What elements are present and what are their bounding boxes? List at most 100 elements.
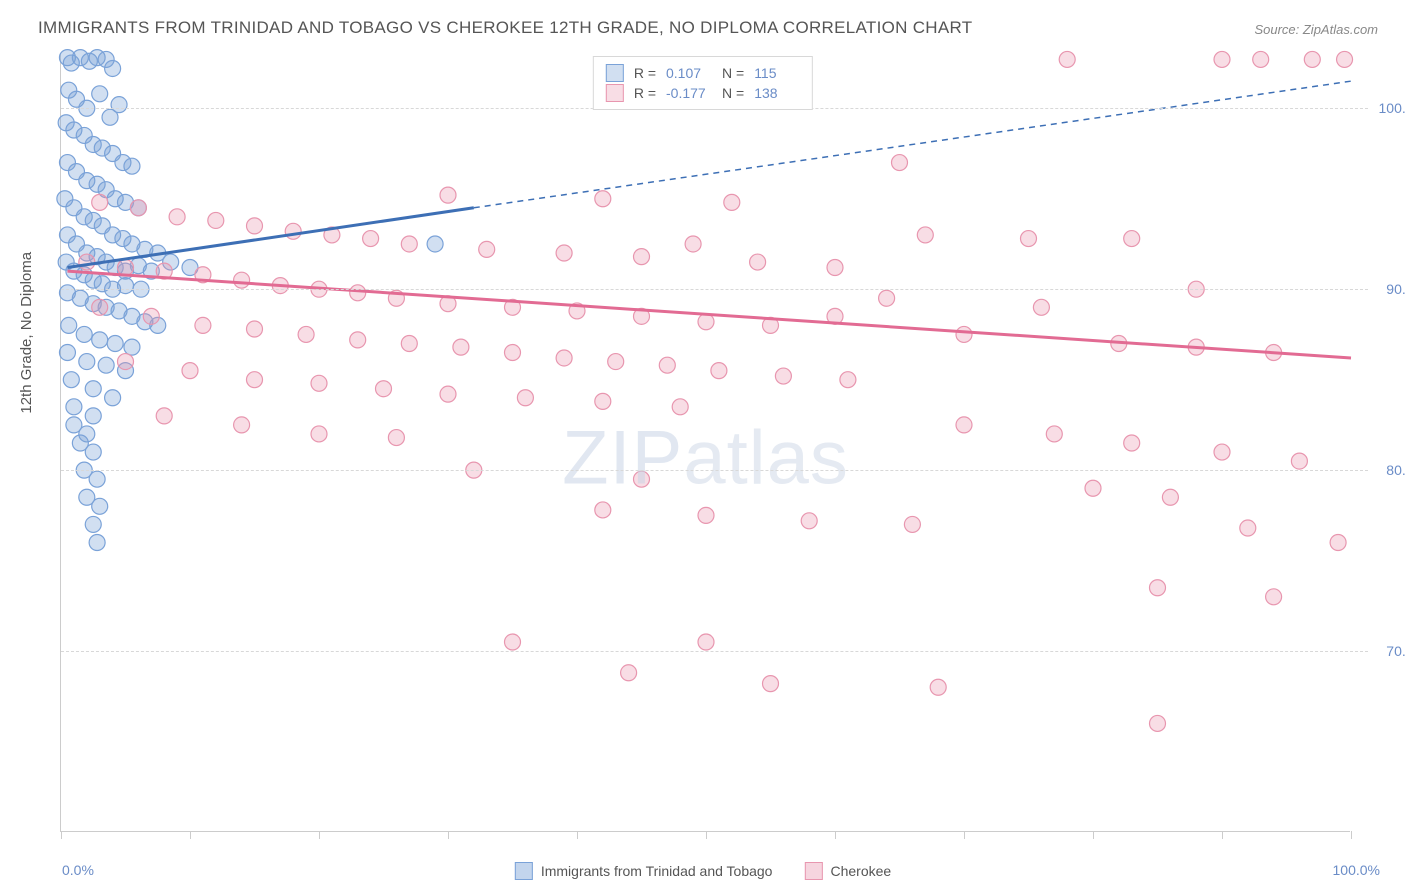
data-point: [556, 245, 572, 261]
data-point: [595, 191, 611, 207]
legend-r-value: -0.177: [666, 85, 712, 101]
data-point: [608, 354, 624, 370]
data-point: [1046, 426, 1062, 442]
x-tick: [190, 831, 191, 839]
correlation-legend: R =0.107N =115R =-0.177N =138: [593, 56, 813, 110]
data-point: [892, 155, 908, 171]
data-point: [79, 354, 95, 370]
data-point: [1214, 444, 1230, 460]
legend-r-value: 0.107: [666, 65, 712, 81]
scatter-svg: [61, 54, 1351, 832]
data-point: [1150, 715, 1166, 731]
data-point: [401, 335, 417, 351]
data-point: [89, 535, 105, 551]
data-point: [1253, 51, 1269, 67]
data-point: [1291, 453, 1307, 469]
data-point: [1124, 231, 1140, 247]
plot-area: ZIPatlas 70.0%80.0%90.0%100.0%: [60, 54, 1350, 832]
data-point: [930, 679, 946, 695]
data-point: [195, 317, 211, 333]
data-point: [698, 507, 714, 523]
data-point: [143, 308, 159, 324]
data-point: [879, 290, 895, 306]
legend-n-label: N =: [722, 65, 744, 81]
correlation-legend-row: R =0.107N =115: [606, 63, 800, 83]
data-point: [595, 502, 611, 518]
x-axis-start-label: 0.0%: [62, 862, 94, 878]
x-tick: [448, 831, 449, 839]
data-point: [1214, 51, 1230, 67]
data-point: [85, 381, 101, 397]
data-point: [556, 350, 572, 366]
data-point: [118, 278, 134, 294]
data-point: [63, 372, 79, 388]
data-point: [169, 209, 185, 225]
data-point: [118, 259, 134, 275]
x-tick: [706, 831, 707, 839]
x-axis-end-label: 100.0%: [1333, 862, 1380, 878]
data-point: [85, 444, 101, 460]
data-point: [711, 363, 727, 379]
data-point: [376, 381, 392, 397]
legend-swatch: [804, 862, 822, 880]
data-point: [1124, 435, 1140, 451]
legend-n-label: N =: [722, 85, 744, 101]
data-point: [105, 390, 121, 406]
data-point: [66, 399, 82, 415]
gridline: [61, 289, 1368, 290]
data-point: [107, 335, 123, 351]
data-point: [1059, 51, 1075, 67]
data-point: [156, 408, 172, 424]
data-point: [208, 212, 224, 228]
legend-item: Immigrants from Trinidad and Tobago: [515, 862, 773, 880]
source-attribution: Source: ZipAtlas.com: [1254, 22, 1378, 37]
legend-n-value: 115: [754, 65, 800, 81]
x-tick: [577, 831, 578, 839]
data-point: [247, 372, 263, 388]
data-point: [440, 187, 456, 203]
data-point: [92, 498, 108, 514]
data-point: [659, 357, 675, 373]
data-point: [298, 326, 314, 342]
data-point: [634, 249, 650, 265]
data-point: [363, 231, 379, 247]
legend-label: Cherokee: [830, 863, 891, 879]
data-point: [904, 516, 920, 532]
data-point: [440, 386, 456, 402]
data-point: [479, 241, 495, 257]
x-tick: [1093, 831, 1094, 839]
data-point: [517, 390, 533, 406]
x-tick: [1351, 831, 1352, 839]
legend-item: Cherokee: [804, 862, 891, 880]
data-point: [124, 158, 140, 174]
legend-n-value: 138: [754, 85, 800, 101]
data-point: [311, 426, 327, 442]
data-point: [59, 345, 75, 361]
data-point: [92, 299, 108, 315]
y-axis-title: 12th Grade, No Diploma: [18, 252, 35, 414]
data-point: [92, 86, 108, 102]
data-point: [1304, 51, 1320, 67]
gridline: [61, 470, 1368, 471]
x-tick: [964, 831, 965, 839]
legend-swatch: [606, 64, 624, 82]
data-point: [388, 430, 404, 446]
data-point: [672, 399, 688, 415]
data-point: [234, 417, 250, 433]
data-point: [76, 326, 92, 342]
y-tick-label: 70.0%: [1386, 643, 1406, 659]
y-tick-label: 90.0%: [1386, 281, 1406, 297]
data-point: [285, 223, 301, 239]
x-tick: [319, 831, 320, 839]
data-point: [79, 254, 95, 270]
data-point: [92, 332, 108, 348]
data-point: [840, 372, 856, 388]
correlation-legend-row: R =-0.177N =138: [606, 83, 800, 103]
data-point: [1337, 51, 1353, 67]
data-point: [130, 200, 146, 216]
data-point: [453, 339, 469, 355]
data-point: [595, 393, 611, 409]
x-tick: [61, 831, 62, 839]
data-point: [917, 227, 933, 243]
data-point: [247, 321, 263, 337]
